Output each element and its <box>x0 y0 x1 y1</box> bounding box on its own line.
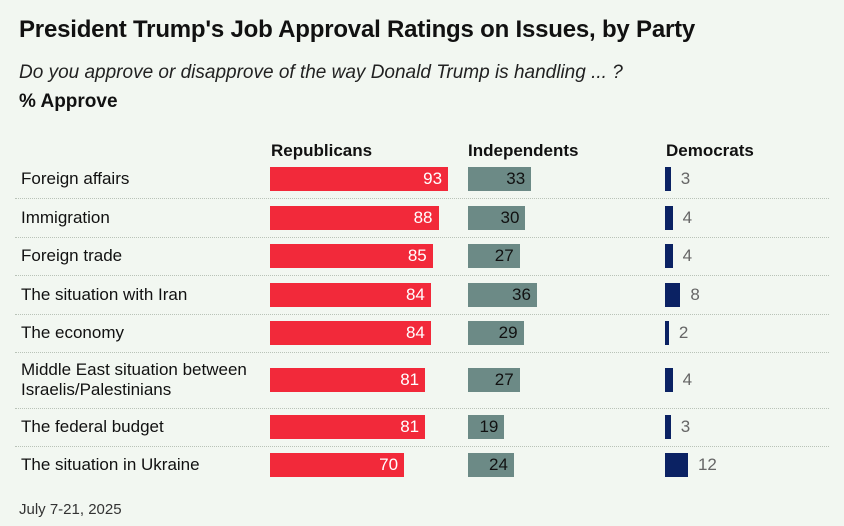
row-separator <box>15 446 829 447</box>
value-label-democrats: 2 <box>678 323 689 342</box>
bar-republicans <box>270 205 439 230</box>
value-label-democrats: 12 <box>697 455 717 474</box>
category-label: Immigration <box>21 207 110 227</box>
value-label-independents: 27 <box>494 370 514 389</box>
bar-independents <box>468 321 524 345</box>
bar-democrats <box>665 453 688 477</box>
bar-republicans <box>270 244 433 268</box>
row-separator <box>15 408 829 409</box>
bar-democrats <box>665 167 671 191</box>
bar-democrats <box>665 321 669 345</box>
category-label: The federal budget <box>21 417 164 436</box>
bar-republicans <box>270 453 405 477</box>
bar-democrats <box>665 282 681 307</box>
value-label-independents: 36 <box>512 284 531 304</box>
bar-independents <box>468 205 526 230</box>
value-label-republicans: 84 <box>405 323 425 342</box>
value-label-democrats: 8 <box>690 284 700 304</box>
category-label: The economy <box>21 323 124 342</box>
bar-independents <box>468 244 520 268</box>
value-label-republicans: 85 <box>407 246 427 265</box>
category-label: Foreign affairs <box>21 169 130 188</box>
column-header-republicans: Republicans <box>271 141 373 160</box>
bar-independents <box>468 368 520 392</box>
column-header-democrats: Democrats <box>666 141 754 160</box>
value-label-democrats: 3 <box>680 169 691 188</box>
value-label-republicans: 93 <box>423 169 443 188</box>
value-label-republicans: 70 <box>379 455 399 474</box>
row-separator <box>15 237 829 238</box>
chart-title: President Trump's Job Approval Ratings o… <box>19 16 696 43</box>
bar-democrats <box>665 244 673 268</box>
value-label-republicans: 81 <box>400 370 420 389</box>
category-label: Foreign trade <box>21 246 123 265</box>
bar-independents <box>468 415 505 439</box>
date-footer: July 7-21, 2025 <box>19 501 122 518</box>
value-label-independents: 19 <box>479 417 499 436</box>
value-label-democrats: 4 <box>682 246 693 265</box>
value-label-democrats: 4 <box>682 207 693 227</box>
value-label-independents: 33 <box>506 169 526 188</box>
measure-label: % Approve <box>19 91 118 112</box>
bar-republicans <box>270 415 426 439</box>
bar-democrats <box>665 205 673 230</box>
chart-subtitle: Do you approve or disapprove of the way … <box>19 62 623 83</box>
row-separator <box>15 352 829 353</box>
bar-republicans <box>270 167 449 191</box>
bar-independents <box>468 167 532 191</box>
bar-independents <box>468 282 537 307</box>
value-label-republicans: 88 <box>413 207 433 227</box>
value-label-democrats: 4 <box>682 370 693 389</box>
value-label-independents: 27 <box>494 246 514 265</box>
value-label-democrats: 3 <box>680 417 691 436</box>
bar-democrats <box>665 368 673 392</box>
value-label-republicans: 81 <box>400 417 420 436</box>
value-label-independents: 30 <box>500 207 520 227</box>
row-separator <box>15 198 829 199</box>
column-header-independents: Independents <box>468 141 579 160</box>
bar-democrats <box>665 415 671 439</box>
row-separator <box>15 314 829 315</box>
bar-republicans <box>270 282 431 307</box>
category-label: The situation with Iran <box>21 284 188 304</box>
value-label-republicans: 84 <box>405 284 425 304</box>
row-separator <box>15 275 829 276</box>
bar-independents <box>468 453 514 477</box>
category-label: Middle East situation between Israelis/P… <box>21 360 247 399</box>
value-label-independents: 29 <box>498 323 518 342</box>
bar-republicans <box>270 321 431 345</box>
category-label: The situation in Ukraine <box>21 455 200 474</box>
bar-republicans <box>270 368 426 392</box>
value-label-independents: 24 <box>489 455 508 474</box>
